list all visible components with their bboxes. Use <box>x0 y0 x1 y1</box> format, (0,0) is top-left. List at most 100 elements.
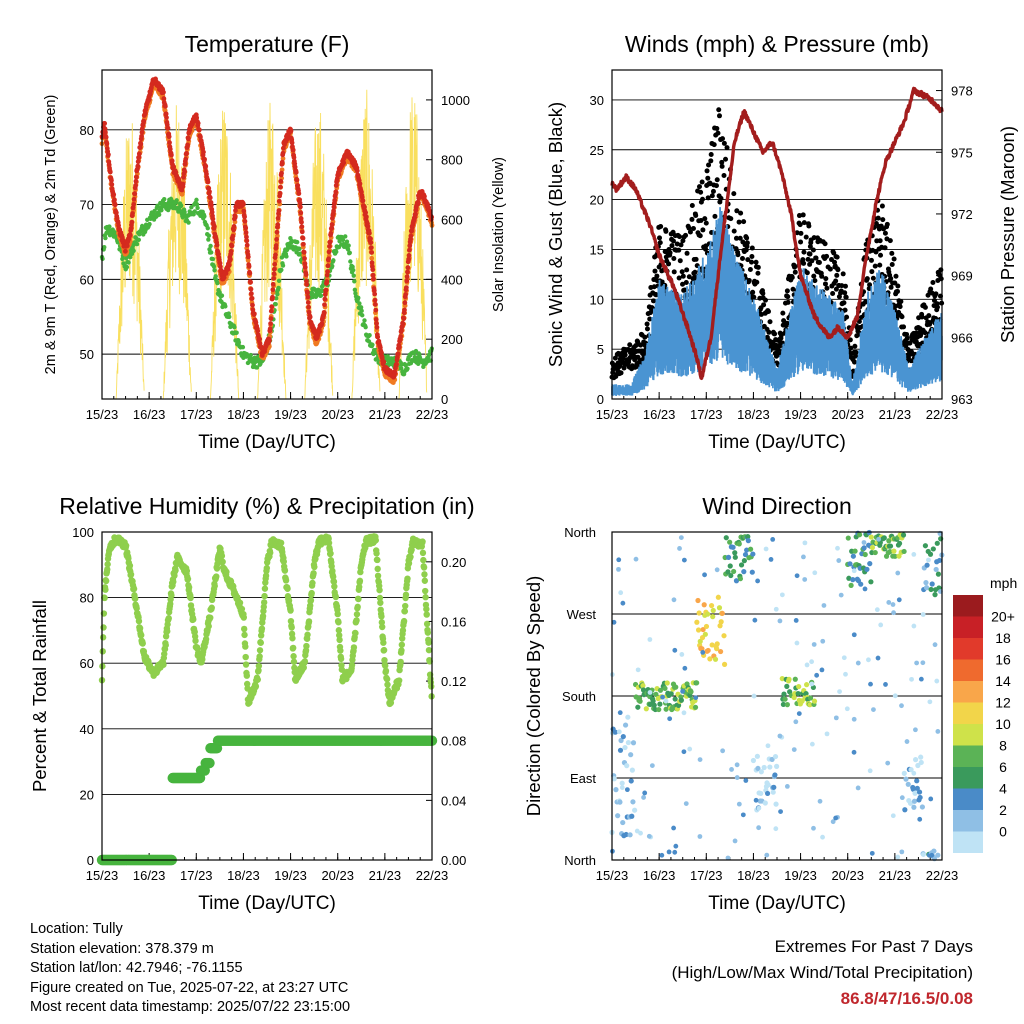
temp2m-point <box>161 96 167 101</box>
temp2m-point <box>257 336 263 342</box>
direction-point <box>705 647 711 654</box>
y2-axis-label: Station Pressure (Maroon) <box>997 126 1018 343</box>
gust-point <box>804 270 810 276</box>
direction-point <box>920 852 926 857</box>
temp2m-point <box>171 164 177 170</box>
temp2m-point <box>362 204 367 210</box>
gust-point <box>803 234 809 240</box>
y-tick-label: North <box>564 525 596 540</box>
gust-point <box>696 184 702 190</box>
gust-point <box>708 158 714 164</box>
rh-point <box>407 553 414 561</box>
gust-point <box>683 280 689 286</box>
temp2m-point <box>255 328 261 334</box>
rh-point <box>99 648 106 655</box>
rh-point <box>421 571 428 578</box>
y2-tick-label: 800 <box>441 153 463 168</box>
temp2m-point <box>203 163 209 169</box>
gust-point <box>888 275 894 281</box>
dewpoint-point <box>215 280 220 286</box>
rh-point <box>240 614 248 621</box>
dewpoint-point <box>126 260 131 265</box>
rh-point <box>185 584 193 591</box>
x-tick-label: 21/23 <box>879 868 912 883</box>
rh-point <box>126 562 134 569</box>
y2-tick-label: 200 <box>441 332 463 347</box>
y-tick-label: 10 <box>590 292 604 307</box>
temp2m-point <box>368 245 374 251</box>
temp2m-point <box>268 316 274 322</box>
temp2m-point <box>305 290 310 296</box>
dewpoint-point <box>227 314 232 320</box>
rh-point <box>161 650 168 658</box>
rh-point <box>267 549 274 556</box>
rh-point <box>282 577 290 584</box>
temp2m-point <box>395 351 401 357</box>
temp2m-point <box>363 214 369 220</box>
gust-point <box>873 249 879 255</box>
gust-point <box>666 261 672 267</box>
direction-point <box>705 611 711 617</box>
chart-title: Temperature (F) <box>185 31 350 57</box>
gust-point <box>889 250 895 256</box>
direction-point <box>624 763 630 769</box>
dewpoint-point <box>348 259 353 264</box>
gust-point <box>844 314 850 320</box>
y2-tick-label: 975 <box>951 145 973 160</box>
direction-point <box>616 729 622 735</box>
x-tick-label: 16/23 <box>643 868 676 883</box>
gust-point <box>834 254 840 260</box>
chart-title: Winds (mph) & Pressure (mb) <box>625 31 929 57</box>
temp2m-point <box>332 197 338 203</box>
dewpoint-point <box>226 311 231 316</box>
temp2m-point <box>248 286 254 292</box>
direction-point <box>700 626 706 633</box>
rh-point <box>374 572 382 580</box>
gust-point <box>702 216 708 222</box>
temp2m-point <box>181 174 186 180</box>
direction-point <box>781 691 787 697</box>
temp2m-point <box>277 190 283 196</box>
gust-point <box>686 225 692 231</box>
x-tick-label: 19/23 <box>274 407 307 422</box>
direction-point <box>770 536 776 542</box>
gust-point <box>676 275 682 281</box>
temp2m-point <box>341 160 347 166</box>
temp2m-point <box>243 225 249 231</box>
direction-point <box>912 790 918 796</box>
y-axis-label: Sonic Wind & Gust (Blue, Black) <box>545 102 566 367</box>
direction-point <box>681 749 687 755</box>
direction-point <box>932 592 938 598</box>
temp2m-point <box>295 183 301 188</box>
gust-point <box>714 125 720 131</box>
gust-point <box>834 272 840 278</box>
rh-point <box>335 627 343 634</box>
direction-point <box>809 681 815 687</box>
direction-point <box>918 754 924 760</box>
rh-point <box>420 556 427 564</box>
dewpoint-point <box>405 366 410 371</box>
rh-point <box>348 661 356 669</box>
direction-point <box>748 546 754 552</box>
gust-point <box>878 252 884 258</box>
temp2m-point <box>247 270 253 276</box>
gust-point <box>754 279 760 285</box>
rh-point <box>243 672 251 679</box>
gust-point <box>698 189 704 195</box>
rh-point <box>184 575 192 583</box>
dewpoint-point <box>352 287 358 293</box>
gust-point <box>749 254 755 260</box>
temp2m-point <box>406 247 412 253</box>
gust-point <box>760 290 766 296</box>
direction-series <box>609 529 945 862</box>
temp2m-point <box>289 140 295 146</box>
direction-point <box>914 785 920 791</box>
temp2m-point <box>104 141 110 147</box>
rh-point <box>288 624 295 631</box>
direction-point <box>792 676 798 682</box>
dewpoint-point <box>318 293 324 298</box>
direction-point <box>745 538 751 544</box>
rh-point <box>242 643 249 650</box>
rh-point <box>402 591 410 598</box>
y-tick-label: 25 <box>590 143 604 158</box>
